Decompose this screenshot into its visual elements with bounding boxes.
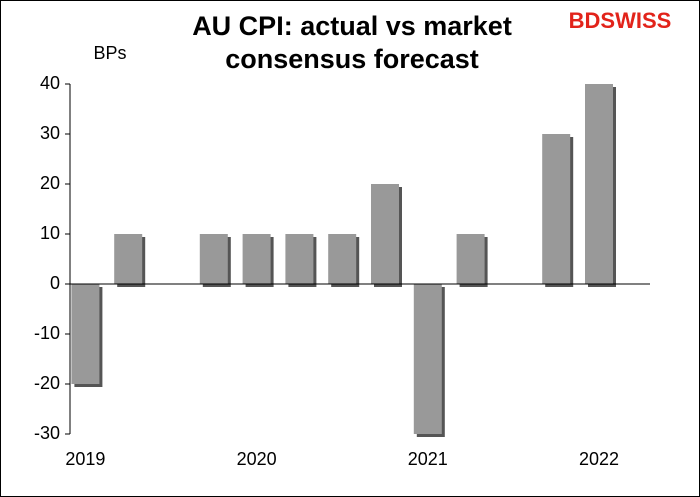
y-tick-label: 40 xyxy=(40,73,60,93)
bar xyxy=(456,234,485,284)
y-tick-label: 0 xyxy=(50,273,60,293)
bar xyxy=(242,234,271,284)
y-tick-label: 10 xyxy=(40,223,60,243)
y-tick-label: 30 xyxy=(40,123,60,143)
bar xyxy=(328,234,357,284)
bar xyxy=(413,284,442,434)
y-tick-label: 20 xyxy=(40,173,60,193)
x-tick-label: 2019 xyxy=(65,449,105,469)
bar xyxy=(199,234,228,284)
y-tick-label: -20 xyxy=(34,373,60,393)
bar xyxy=(114,234,143,284)
chart-title: consensus forecast xyxy=(225,44,479,74)
x-tick-label: 2020 xyxy=(237,449,277,469)
chart-title: AU CPI: actual vs market xyxy=(192,11,512,41)
bar xyxy=(542,134,571,284)
x-tick-label: 2021 xyxy=(408,449,448,469)
bar xyxy=(71,284,100,384)
bar xyxy=(585,84,613,284)
bar xyxy=(285,234,314,284)
bar xyxy=(371,184,399,284)
y-tick-label: -30 xyxy=(34,423,60,443)
logo: BDSWISS xyxy=(569,8,672,33)
y-axis-label: BPs xyxy=(93,43,126,63)
y-tick-label: -10 xyxy=(34,323,60,343)
x-tick-label: 2022 xyxy=(579,449,619,469)
